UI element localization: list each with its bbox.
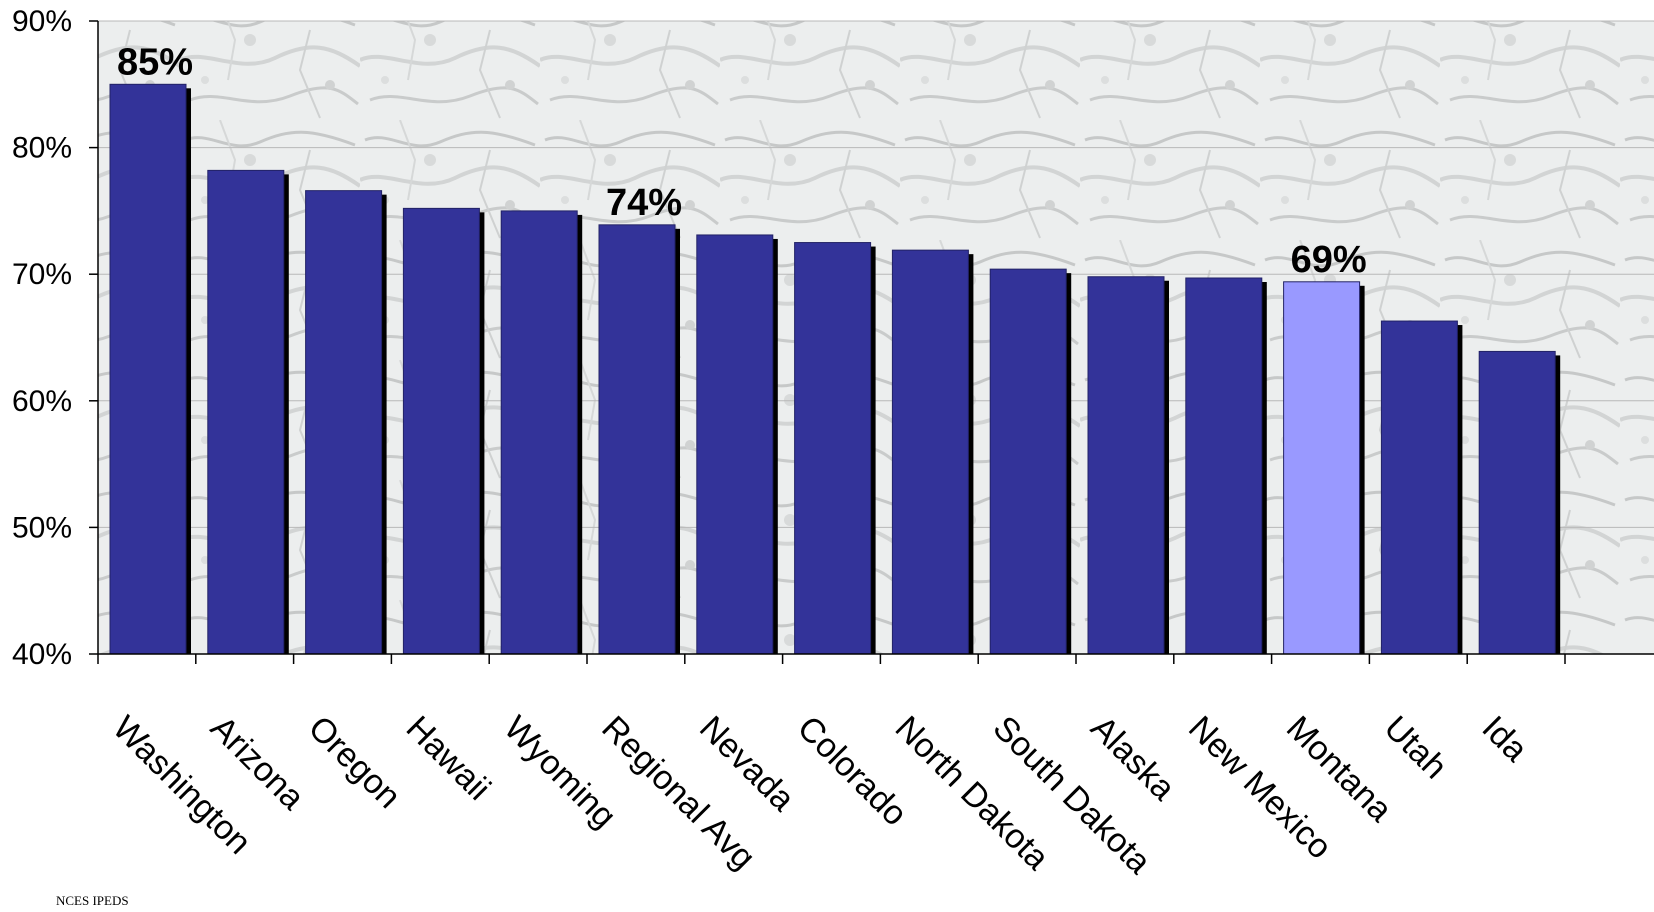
bar-alaska [1087, 276, 1165, 655]
x-tick-label: Oregon [301, 709, 408, 816]
bar-south-dakota [989, 268, 1067, 655]
y-tick-label: 50% [12, 511, 72, 544]
bar-new-mexico [1185, 277, 1263, 655]
y-tick-label: 70% [12, 258, 72, 291]
y-tick-label: 60% [12, 385, 72, 418]
bar-regional-avg [598, 224, 676, 655]
x-tick-label: Alaska [1083, 709, 1182, 808]
bar-oregon [305, 190, 383, 655]
y-axis: 40% 50% 60% 70% 80% 90% [12, 5, 99, 671]
data-label: 69% [1291, 239, 1367, 281]
bar-colorado [794, 242, 872, 655]
bar-montana [1283, 281, 1361, 655]
bars [109, 83, 1561, 655]
data-labels: 85% 74% 69% [117, 41, 1367, 280]
data-label: 74% [606, 182, 682, 224]
bar-hawaii [402, 207, 480, 655]
bar-nevada [696, 234, 774, 655]
y-tick-label: 40% [12, 638, 72, 671]
bar-north-dakota [891, 249, 969, 655]
x-tick-label: Ida [1475, 709, 1535, 769]
bar-washington [109, 83, 187, 655]
x-tick-label: Utah [1377, 709, 1455, 787]
y-tick-label: 80% [12, 132, 72, 165]
bar-wyoming [500, 210, 578, 655]
y-tick-label: 90% [12, 5, 72, 38]
data-label: 85% [117, 41, 193, 83]
x-axis: WashingtonArizonaOregonHawaiiWyomingRegi… [97, 653, 1654, 881]
bar-ida [1478, 350, 1556, 655]
bar-arizona [207, 169, 285, 655]
x-tick-label: Hawaii [399, 709, 498, 808]
source-note: NCES IPEDS [56, 893, 129, 908]
bar-utah [1380, 320, 1458, 655]
